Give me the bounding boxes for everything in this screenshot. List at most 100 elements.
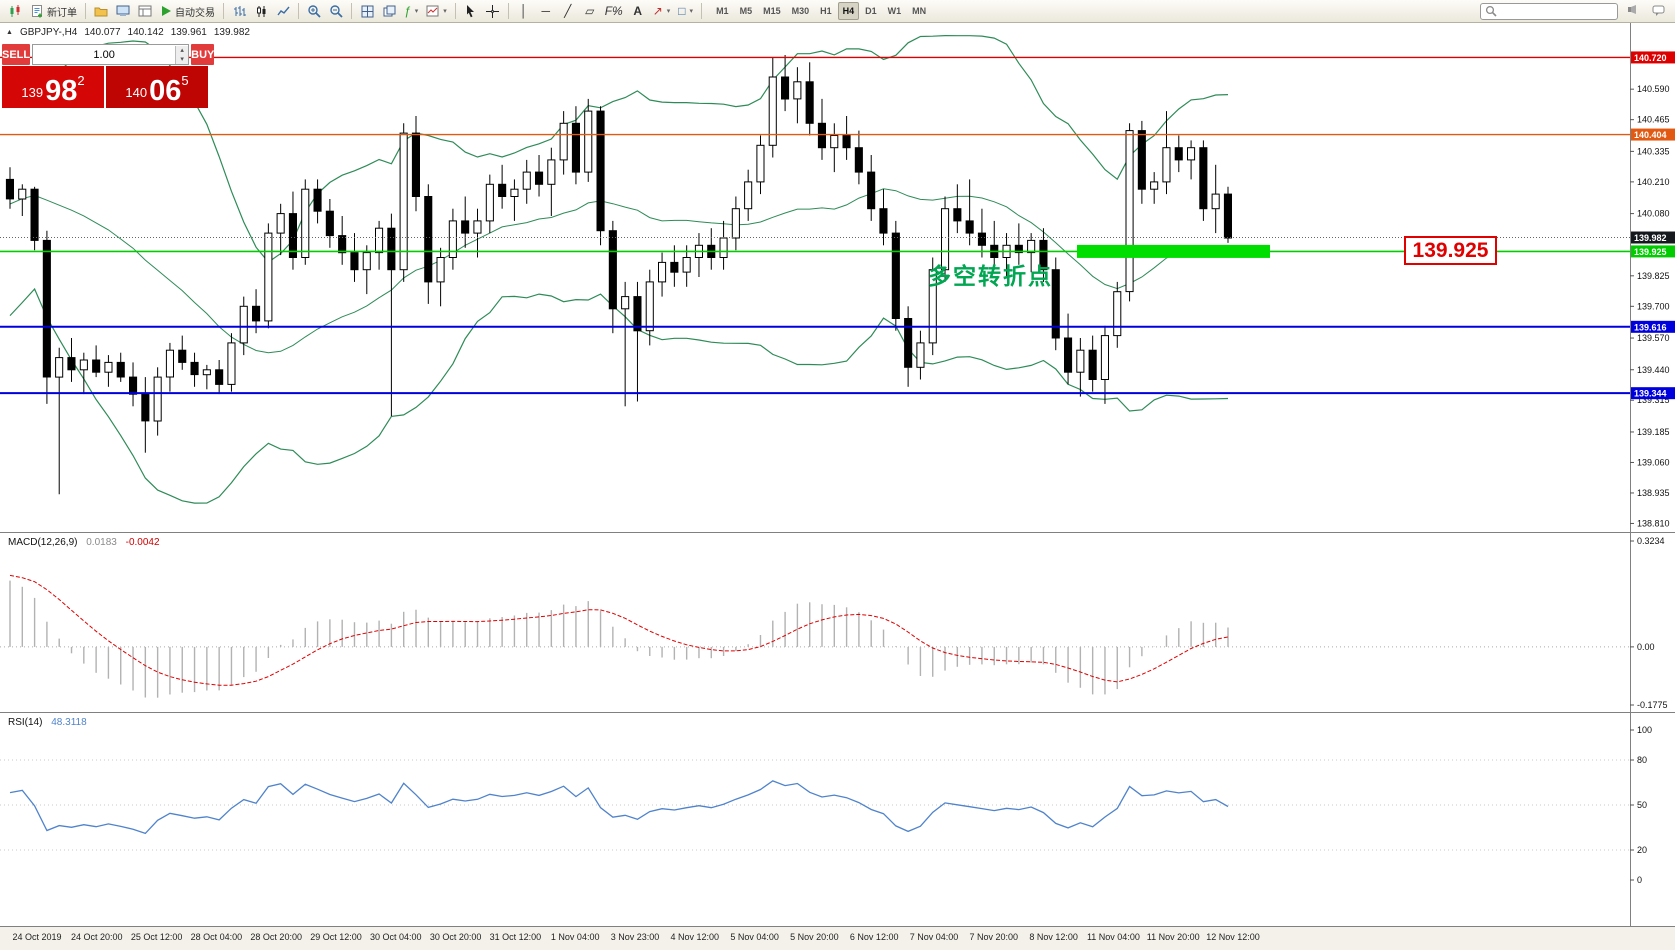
svg-text:28 Oct 20:00: 28 Oct 20:00	[250, 932, 302, 942]
svg-text:139.344: 139.344	[1634, 389, 1667, 399]
svg-text:139.440: 139.440	[1637, 365, 1670, 375]
line-chart-icon[interactable]	[273, 1, 293, 21]
lot-increase-button[interactable]: ▴	[176, 45, 189, 55]
trendline-tool[interactable]: ╱	[564, 4, 572, 18]
arrows-tool[interactable]: ↗ ▾	[652, 4, 671, 18]
notifications-icon[interactable]	[1623, 1, 1643, 21]
svg-text:100: 100	[1637, 725, 1652, 735]
terminal-icon[interactable]	[135, 1, 155, 21]
toolbar-separator	[454, 3, 456, 19]
timeframe-w1[interactable]: W1	[887, 6, 902, 16]
svg-text:140.210: 140.210	[1637, 177, 1670, 187]
buy-price-big: 06	[149, 75, 182, 108]
lot-decrease-button[interactable]: ▾	[176, 54, 189, 64]
svg-text:50: 50	[1637, 800, 1647, 810]
svg-text:24 Oct 2019: 24 Oct 2019	[12, 932, 61, 942]
timeframe-toolbar: M1 M5 M15 M30 H1 H4 D1 W1 MN	[711, 2, 931, 20]
collapse-icon[interactable]: ▲	[6, 29, 13, 36]
cursor-icon[interactable]	[461, 1, 481, 21]
svg-text:7 Nov 20:00: 7 Nov 20:00	[970, 932, 1019, 942]
vertical-line-tool[interactable]: │	[519, 4, 528, 18]
svg-text:140.465: 140.465	[1637, 115, 1670, 125]
time-axis-labels: 24 Oct 2019 24 Oct 20:00 25 Oct 12:00 28 Oc…	[12, 932, 1259, 942]
candlestick-chart-icon[interactable]	[251, 1, 271, 21]
time-axis-strip[interactable]	[0, 926, 1675, 950]
channel-tool[interactable]: ▱	[585, 4, 595, 18]
timeframe-h1[interactable]: H1	[820, 6, 832, 16]
profiles-icon[interactable]	[91, 1, 111, 21]
timeframe-m15[interactable]: M15	[763, 6, 781, 16]
zoom-out-icon[interactable]	[326, 1, 346, 21]
price-level-label: 139.925	[1404, 236, 1497, 265]
bar-close-value: 139.982	[213, 27, 250, 38]
text-tool[interactable]: A	[633, 4, 643, 18]
level-lines[interactable]	[0, 56, 1630, 395]
turning-point-highlight[interactable]	[1077, 244, 1270, 258]
svg-text:1 Nov 04:00: 1 Nov 04:00	[551, 932, 600, 942]
chevron-down-icon: ▾	[414, 8, 419, 15]
toolbar-separator	[507, 3, 509, 19]
svg-text:30 Oct 20:00: 30 Oct 20:00	[430, 932, 482, 942]
price-scale-background	[1631, 23, 1675, 926]
lot-size-input[interactable]	[33, 48, 176, 61]
new-order-label: 新订单	[47, 7, 77, 19]
price-scale[interactable]: 140.590 140.465 140.335 140.210 140.080 139.8…	[1630, 51, 1675, 885]
svg-text:5 Nov 20:00: 5 Nov 20:00	[790, 932, 839, 942]
svg-text:4 Nov 12:00: 4 Nov 12:00	[671, 932, 720, 942]
search-box	[1480, 2, 1618, 20]
buy-price-pip: 5	[181, 73, 189, 88]
sell-price-display[interactable]: 139 98 2	[2, 66, 104, 108]
toolbar-right-cluster	[1480, 1, 1670, 21]
timeframe-h4[interactable]: H4	[837, 2, 860, 20]
svg-text:139.315: 139.315	[1637, 395, 1670, 405]
svg-text:6 Nov 12:00: 6 Nov 12:00	[850, 932, 899, 942]
autotrading-button[interactable]: 自动交易	[157, 1, 218, 21]
one-click-trading-panel: SELL ▴ ▾ BUY 139 98 2 140 06 5	[2, 44, 215, 108]
svg-text:140.720: 140.720	[1634, 53, 1667, 63]
svg-text:139.825: 139.825	[1637, 271, 1670, 281]
timeframe-m5[interactable]: M5	[739, 6, 753, 16]
svg-text:139.700: 139.700	[1637, 301, 1670, 311]
svg-text:0.3234: 0.3234	[1637, 536, 1665, 546]
fibonacci-tool[interactable]: F%	[604, 4, 623, 18]
svg-text:138.935: 138.935	[1637, 488, 1670, 498]
macd-name: MACD(12,26,9)	[8, 537, 78, 548]
svg-text:140.080: 140.080	[1637, 209, 1670, 219]
chat-icon[interactable]	[1648, 1, 1668, 21]
buy-price-display[interactable]: 140 06 5	[106, 66, 208, 108]
rsi-name: RSI(14)	[8, 717, 43, 728]
timeframe-m1[interactable]: M1	[716, 6, 729, 16]
new-order-button[interactable]: 新订单	[28, 1, 80, 21]
market-watch-icon[interactable]	[113, 1, 133, 21]
macd-signal-value: -0.0042	[125, 537, 160, 548]
bar-chart-icon[interactable]	[229, 1, 249, 21]
zoom-in-icon[interactable]	[304, 1, 324, 21]
sell-button[interactable]: SELL	[2, 44, 31, 65]
search-input[interactable]	[1500, 5, 1613, 17]
svg-text:8 Nov 12:00: 8 Nov 12:00	[1029, 932, 1078, 942]
macd-signal-line	[9, 574, 1229, 686]
candles[interactable]	[5, 55, 1233, 495]
svg-text:25 Oct 12:00: 25 Oct 12:00	[131, 932, 183, 942]
indicators-button[interactable]: ƒ ▾	[401, 1, 421, 21]
crosshair-icon[interactable]	[483, 1, 503, 21]
tile-windows-icon[interactable]	[357, 1, 377, 21]
bollinger-bands	[9, 34, 1229, 504]
timeframe-d1[interactable]: D1	[865, 6, 877, 16]
svg-text:7 Nov 04:00: 7 Nov 04:00	[910, 932, 959, 942]
timeframe-m30[interactable]: M30	[791, 6, 810, 16]
horizontal-line-tool[interactable]: ─	[541, 4, 550, 18]
arrange-windows-icon[interactable]	[379, 1, 399, 21]
svg-text:140.590: 140.590	[1637, 84, 1670, 94]
svg-text:0: 0	[1637, 875, 1642, 885]
toolbar-separator	[351, 3, 352, 19]
shapes-tool[interactable]: □ ▾	[678, 4, 694, 18]
svg-text:29 Oct 12:00: 29 Oct 12:00	[310, 932, 362, 942]
templates-button[interactable]: ▾	[423, 1, 450, 21]
timeframe-mn[interactable]: MN	[912, 6, 927, 16]
buy-button[interactable]: BUY	[191, 44, 215, 65]
sell-price-pip: 2	[77, 73, 85, 88]
svg-text:0.00: 0.00	[1637, 642, 1655, 652]
rsi-indicator-label: RSI(14) 48.3118	[8, 717, 87, 728]
price-chart-canvas[interactable]: 140.590 140.465 140.335 140.210 140.080 139.8…	[0, 23, 1675, 950]
